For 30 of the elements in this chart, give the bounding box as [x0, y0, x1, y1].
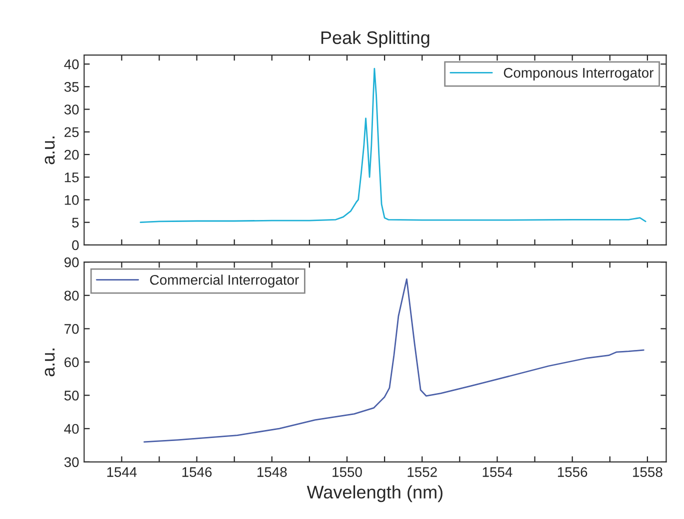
- y-tick-label: 40: [64, 424, 79, 434]
- legend-label: Commercial Interrogator: [150, 274, 299, 288]
- y-tick-label: 25: [64, 127, 79, 138]
- x-axis-title: Wavelength (nm): [306, 485, 442, 502]
- y-tick-label: 30: [64, 457, 79, 468]
- x-tick-label: 1552: [408, 467, 437, 477]
- y-tick-label: 35: [64, 82, 79, 92]
- x-tick-label: 1556: [558, 467, 588, 477]
- y-tick-label: 10: [64, 195, 79, 205]
- y-tick-label: 0: [72, 240, 79, 250]
- y-tick-label: 80: [64, 290, 79, 301]
- chart-title: Peak Splitting: [321, 30, 430, 48]
- x-tick-label: 1544: [107, 467, 137, 477]
- y-tick-label: 20: [64, 150, 79, 160]
- x-tick-label: 1554: [482, 467, 512, 477]
- x-tick-label: 1548: [258, 467, 287, 477]
- y-tick-label: 50: [64, 390, 79, 400]
- y-axis-title: a.u.: [44, 136, 55, 164]
- x-tick-label: 1558: [633, 467, 662, 477]
- y-tick-label: 90: [64, 257, 79, 268]
- x-tick-label: 1546: [182, 467, 212, 477]
- y-axis-title: a.u.: [44, 348, 55, 376]
- y-tick-label: 70: [64, 324, 79, 334]
- y-tick-label: 40: [64, 59, 79, 70]
- y-tick-label: 60: [64, 357, 79, 368]
- x-tick-label: 1550: [332, 467, 362, 477]
- y-tick-label: 30: [64, 104, 79, 114]
- y-tick-label: 5: [72, 218, 79, 228]
- legend-label: Componous Interrogator: [504, 68, 654, 80]
- y-tick-label: 15: [64, 172, 79, 182]
